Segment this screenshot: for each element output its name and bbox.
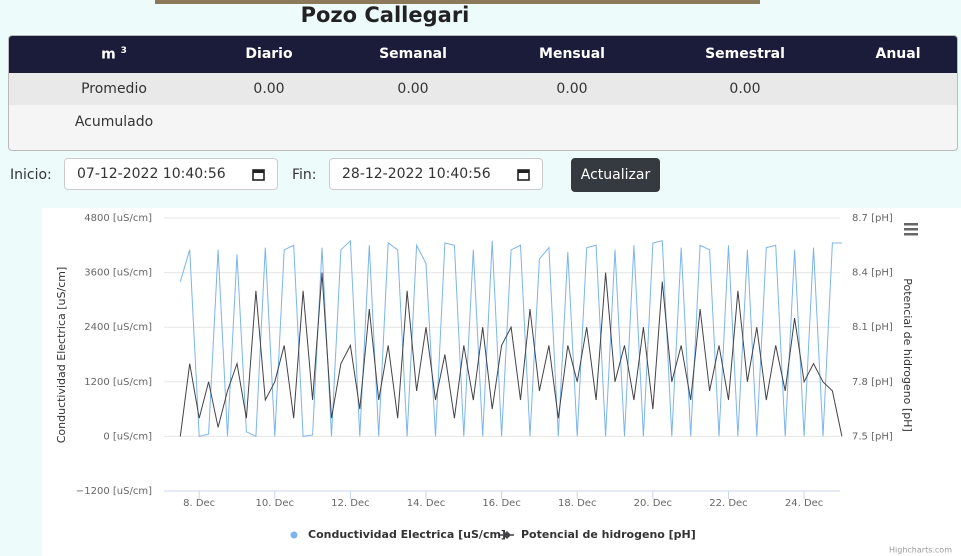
y-tick-label: 4800 [uS/cm] bbox=[84, 213, 152, 224]
y2-tick-label: 7.8 [pH] bbox=[852, 377, 893, 388]
header-sup: 3 bbox=[120, 46, 127, 56]
series-line bbox=[179, 272, 843, 437]
y-tick-label: 3600 [uS/cm] bbox=[84, 268, 152, 279]
header-cell: Mensual bbox=[539, 46, 605, 62]
summary-table: m 3 Diario Semanal Mensual Semestral Anu… bbox=[8, 35, 958, 151]
x-tick-label: 10. Dec bbox=[256, 498, 294, 509]
row-label: Acumulado bbox=[74, 114, 154, 130]
table-cell: 0.00 bbox=[253, 81, 285, 97]
y-tick-label: −1200 [uS/cm] bbox=[76, 486, 152, 497]
update-button[interactable]: Actualizar bbox=[571, 158, 660, 192]
table-header: m 3 Diario Semanal Mensual Semestral Anu… bbox=[9, 36, 957, 73]
x-tick-label: 8. Dec bbox=[183, 498, 215, 509]
chart: −1200 [uS/cm] 0 [uS/cm] 1200 [uS/cm] 2400 [… bbox=[42, 208, 961, 556]
x-tick-label: 24. Dec bbox=[785, 498, 823, 509]
table-cell: 0.00 bbox=[729, 81, 761, 97]
banner-image bbox=[155, 0, 760, 4]
header-cell: m 3 bbox=[101, 46, 127, 63]
y2-axis-title: Potencial de hidrogeno [pH] bbox=[901, 278, 914, 431]
calendar-icon bbox=[252, 169, 265, 181]
start-input[interactable]: 07-12-2022 10:40:56 bbox=[64, 158, 278, 190]
row-label: Promedio bbox=[81, 81, 147, 97]
x-tick-label: 14. Dec bbox=[407, 498, 445, 509]
x-tick-label: 16. Dec bbox=[482, 498, 520, 509]
header-text: m bbox=[101, 46, 116, 63]
credits: Highcharts.com bbox=[889, 546, 952, 555]
page-title: Pozo Callegari bbox=[300, 3, 470, 27]
end-input[interactable]: 28-12-2022 10:40:56 bbox=[329, 158, 543, 190]
y2-tick-label: 8.1 [pH] bbox=[852, 322, 893, 333]
legend-label: Conductividad Electrica [uS/cm] bbox=[308, 528, 506, 541]
y2-tick-label: 8.4 [pH] bbox=[852, 268, 893, 279]
legend-item: Conductividad Electrica [uS/cm] bbox=[290, 528, 506, 541]
y2-tick-label: 8.7 [pH] bbox=[852, 213, 893, 224]
y-axis-title: Conductividad Electrica [uS/cm] bbox=[55, 267, 68, 444]
start-label: Inicio: bbox=[10, 167, 52, 183]
end-value: 28-12-2022 10:40:56 bbox=[342, 166, 491, 182]
y-tick-label: 1200 [uS/cm] bbox=[84, 377, 152, 388]
header-cell: Anual bbox=[875, 46, 921, 62]
x-tick-label: 20. Dec bbox=[634, 498, 672, 509]
x-tick-label: 12. Dec bbox=[331, 498, 369, 509]
start-value: 07-12-2022 10:40:56 bbox=[77, 166, 226, 182]
legend-label: Potencial de hidrogeno [pH] bbox=[521, 528, 696, 541]
table-row bbox=[9, 73, 957, 105]
legend-item: Potencial de hidrogeno [pH] bbox=[500, 528, 696, 541]
table-cell: 0.00 bbox=[397, 81, 429, 97]
y-tick-label: 0 [uS/cm] bbox=[103, 431, 152, 442]
header-cell: Diario bbox=[245, 46, 293, 62]
calendar-icon bbox=[517, 169, 530, 181]
table-cell: 0.00 bbox=[556, 81, 588, 97]
x-tick-label: 18. Dec bbox=[558, 498, 596, 509]
y2-tick-label: 7.5 [pH] bbox=[852, 431, 893, 442]
legend-symbol bbox=[503, 531, 511, 539]
x-tick-label: 22. Dec bbox=[709, 498, 747, 509]
y-tick-label: 2400 [uS/cm] bbox=[84, 322, 152, 333]
end-label: Fin: bbox=[292, 167, 317, 183]
header-cell: Semestral bbox=[705, 46, 785, 62]
legend-symbol bbox=[290, 531, 298, 539]
header-cell: Semanal bbox=[379, 46, 447, 62]
series-line bbox=[179, 239, 842, 438]
menu-icon[interactable] bbox=[904, 223, 918, 236]
